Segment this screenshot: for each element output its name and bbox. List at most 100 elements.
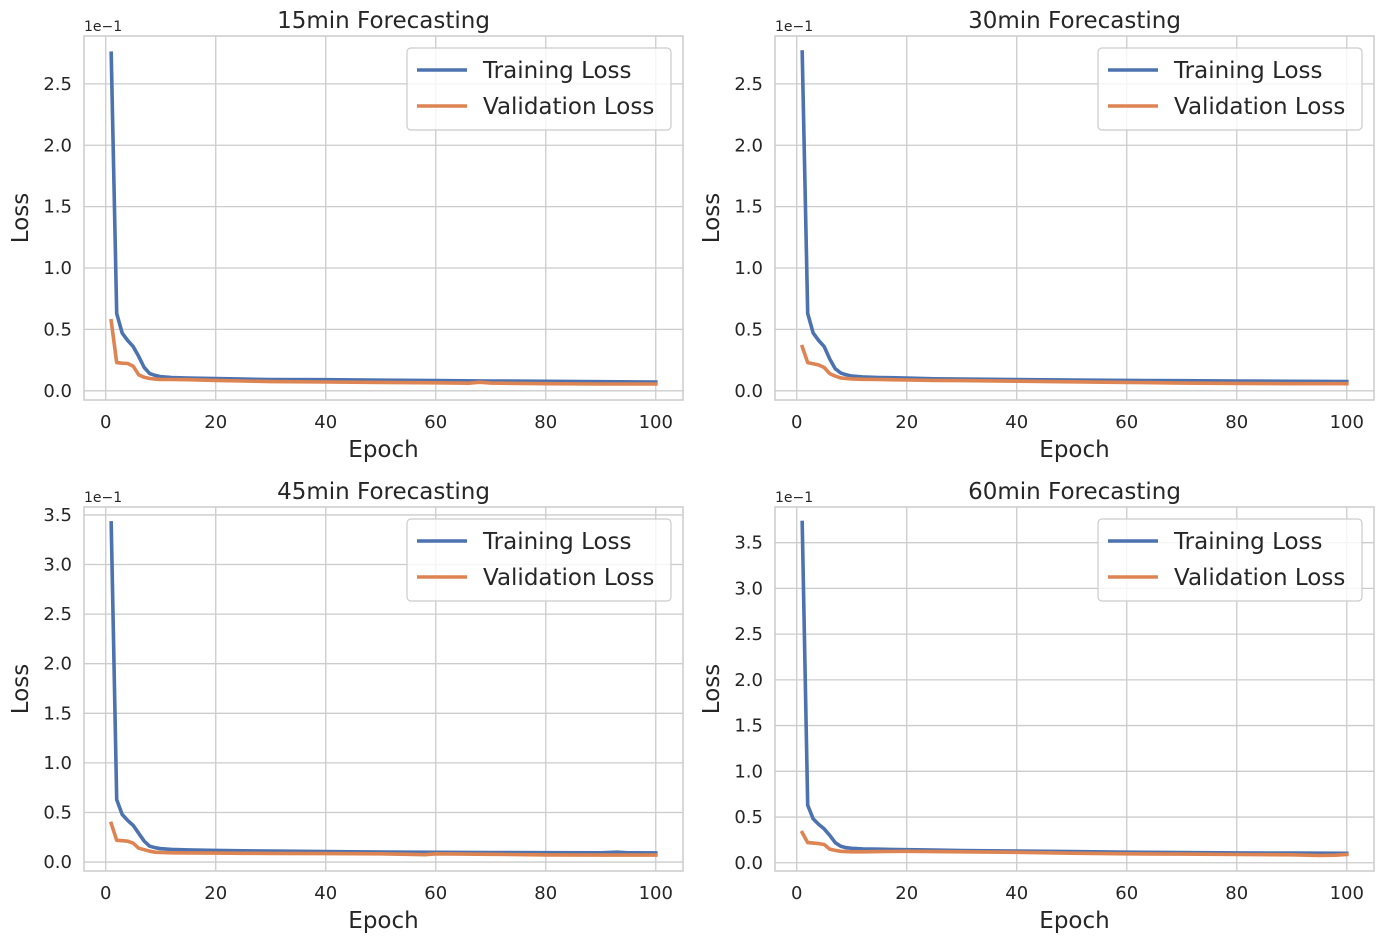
x-tick-label: 0 bbox=[791, 412, 802, 433]
series-line-validation-loss bbox=[799, 830, 1349, 858]
y-tick-label: 3.5 bbox=[734, 533, 763, 554]
legend: Training Loss Validation Loss bbox=[406, 518, 672, 602]
legend-label: Training Loss bbox=[1173, 58, 1323, 84]
series-line-training-loss bbox=[800, 50, 1349, 384]
chart-panel-1: 0 20 40 60 80 100 0.0 0.5 1.0 1.5 2.0 2.5 1e−1 15min … bbox=[8, 8, 684, 463]
y-tick-label: 2.0 bbox=[43, 135, 72, 156]
y-tick-label: 0.0 bbox=[43, 381, 72, 402]
x-tick-label: 0 bbox=[100, 412, 111, 433]
y-tick-label: 1.5 bbox=[43, 703, 72, 724]
x-tick-label: 100 bbox=[1330, 883, 1364, 904]
y-tick-label: 0.5 bbox=[734, 319, 763, 340]
x-axis-label: Epoch bbox=[1039, 437, 1109, 463]
y-tick-label: 0.5 bbox=[734, 807, 763, 828]
legend-label: Training Loss bbox=[482, 529, 632, 555]
legend-label: Validation Loss bbox=[1174, 94, 1345, 120]
axes-frame bbox=[774, 506, 1375, 872]
y-scale-label: 1e−1 bbox=[84, 490, 122, 506]
y-tick-label: 0.5 bbox=[43, 802, 72, 823]
y-scale-label: 1e−1 bbox=[775, 490, 813, 506]
x-tick-label: 20 bbox=[895, 883, 918, 904]
legend: Training Loss Validation Loss bbox=[1097, 47, 1363, 131]
y-axis-label: Loss bbox=[8, 664, 34, 714]
x-tick-label: 60 bbox=[424, 412, 447, 433]
legend-label: Validation Loss bbox=[483, 94, 654, 120]
y-tick-label: 0.0 bbox=[734, 381, 763, 402]
chart-panel-3: 0 20 40 60 80 100 0.0 0.5 1.0 1.5 2.0 2.5 3.0 3.5 1e−1… bbox=[8, 479, 684, 934]
legend-label: Training Loss bbox=[482, 58, 632, 84]
x-tick-label: 80 bbox=[534, 883, 557, 904]
y-tick-label: 1.5 bbox=[734, 716, 763, 737]
axes-frame bbox=[83, 506, 684, 872]
legend-box bbox=[406, 518, 672, 602]
legend: Training Loss Validation Loss bbox=[1097, 518, 1363, 602]
series-line-validation-loss bbox=[108, 821, 658, 857]
y-scale-label: 1e−1 bbox=[775, 19, 813, 35]
y-tick-label: 2.5 bbox=[43, 74, 72, 95]
legend-label: Validation Loss bbox=[1174, 565, 1345, 591]
x-tick-label: 80 bbox=[1225, 883, 1248, 904]
chart-title: 45min Forecasting bbox=[277, 479, 490, 505]
chart-panel-4: 0 20 40 60 80 100 0.0 0.5 1.0 1.5 2.0 2.5 3.0 3.5 1e−1… bbox=[699, 479, 1375, 934]
legend: Training Loss Validation Loss bbox=[406, 47, 672, 131]
y-tick-label: 2.5 bbox=[43, 604, 72, 625]
series-line-validation-loss bbox=[799, 344, 1349, 386]
chart-panel-2: 0 20 40 60 80 100 0.0 0.5 1.0 1.5 2.0 2.5 1e−1 30min … bbox=[699, 8, 1375, 463]
x-axis-label: Epoch bbox=[348, 437, 418, 463]
y-tick-label: 3.5 bbox=[43, 505, 72, 526]
x-tick-label: 20 bbox=[895, 412, 918, 433]
y-tick-label: 2.0 bbox=[43, 654, 72, 675]
y-tick-label: 1.5 bbox=[43, 197, 72, 218]
series-line-validation-loss bbox=[109, 318, 658, 386]
chart-title: 15min Forecasting bbox=[277, 8, 490, 34]
x-tick-label: 60 bbox=[1115, 883, 1138, 904]
legend-box bbox=[406, 47, 672, 131]
chart-title: 60min Forecasting bbox=[968, 479, 1181, 505]
x-tick-label: 20 bbox=[204, 412, 227, 433]
y-tick-label: 1.5 bbox=[734, 197, 763, 218]
legend-label: Training Loss bbox=[1173, 529, 1323, 555]
x-tick-label: 100 bbox=[639, 412, 673, 433]
x-tick-label: 40 bbox=[1005, 412, 1028, 433]
y-tick-label: 0.0 bbox=[734, 853, 763, 874]
y-tick-label: 2.0 bbox=[734, 670, 763, 691]
x-tick-label: 60 bbox=[1115, 412, 1138, 433]
legend-box bbox=[1097, 518, 1363, 602]
axes-frame bbox=[774, 35, 1375, 401]
series-line-training-loss bbox=[109, 51, 658, 384]
y-tick-label: 0.0 bbox=[43, 852, 72, 873]
y-tick-label: 0.5 bbox=[43, 319, 72, 340]
y-scale-label: 1e−1 bbox=[84, 19, 122, 35]
x-tick-label: 40 bbox=[1005, 883, 1028, 904]
x-tick-label: 60 bbox=[424, 883, 447, 904]
y-axis-label: Loss bbox=[699, 664, 725, 714]
y-tick-label: 1.0 bbox=[734, 258, 763, 279]
x-tick-label: 0 bbox=[791, 883, 802, 904]
y-tick-label: 3.0 bbox=[734, 578, 763, 599]
legend-label: Validation Loss bbox=[483, 565, 654, 591]
series-line-training-loss bbox=[109, 521, 658, 855]
y-tick-label: 1.0 bbox=[43, 753, 72, 774]
y-tick-label: 3.0 bbox=[43, 555, 72, 576]
x-tick-label: 40 bbox=[314, 412, 337, 433]
y-tick-label: 2.0 bbox=[734, 135, 763, 156]
x-tick-label: 40 bbox=[314, 883, 337, 904]
y-axis-label: Loss bbox=[8, 193, 34, 243]
y-tick-label: 2.5 bbox=[734, 74, 763, 95]
y-tick-label: 1.0 bbox=[43, 258, 72, 279]
x-tick-label: 100 bbox=[639, 883, 673, 904]
x-axis-label: Epoch bbox=[1039, 908, 1109, 934]
y-tick-label: 1.0 bbox=[734, 761, 763, 782]
x-axis-label: Epoch bbox=[348, 908, 418, 934]
legend-box bbox=[1097, 47, 1363, 131]
chart-title: 30min Forecasting bbox=[968, 8, 1181, 34]
x-tick-label: 20 bbox=[204, 883, 227, 904]
x-tick-label: 0 bbox=[100, 883, 111, 904]
y-tick-label: 2.5 bbox=[734, 624, 763, 645]
x-tick-label: 80 bbox=[1225, 412, 1248, 433]
x-tick-label: 80 bbox=[534, 412, 557, 433]
axes-frame bbox=[83, 35, 684, 401]
y-axis-label: Loss bbox=[699, 193, 725, 243]
x-tick-label: 100 bbox=[1330, 412, 1364, 433]
